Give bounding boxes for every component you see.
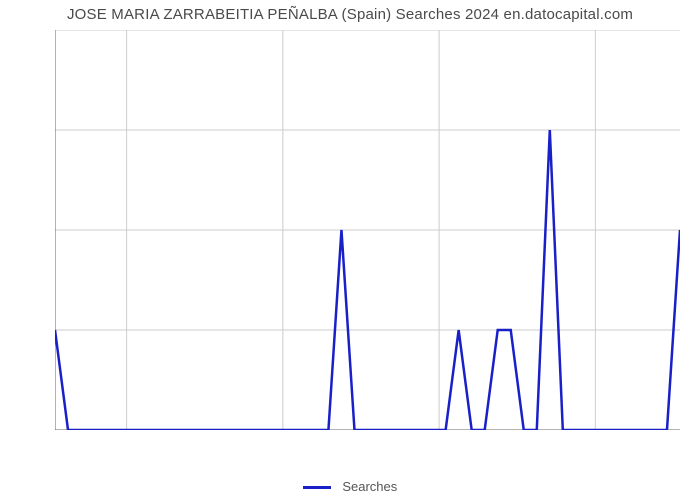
legend: Searches bbox=[0, 479, 700, 494]
legend-label: Searches bbox=[342, 479, 397, 494]
chart-title: JOSE MARIA ZARRABEITIA PEÑALBA (Spain) S… bbox=[0, 6, 700, 23]
legend-swatch bbox=[303, 486, 331, 489]
line-chart: JOSE MARIA ZARRABEITIA PEÑALBA (Spain) S… bbox=[0, 0, 700, 500]
chart-plot-area: 01234 2014201520162017 6636795 bbox=[55, 30, 680, 430]
